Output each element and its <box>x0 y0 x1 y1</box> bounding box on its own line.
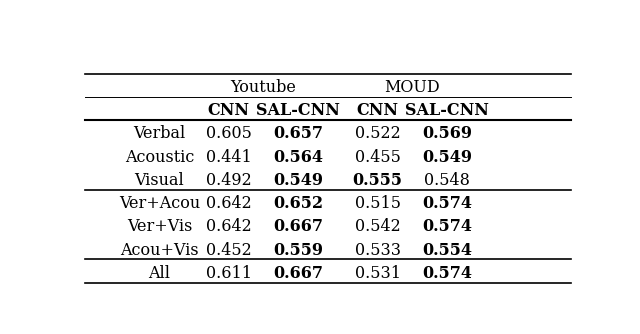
Text: 0.554: 0.554 <box>422 241 472 259</box>
Text: 0.642: 0.642 <box>206 195 252 212</box>
Text: 0.569: 0.569 <box>422 125 472 142</box>
Text: CNN: CNN <box>356 102 399 119</box>
Text: All: All <box>148 265 170 282</box>
Text: 0.549: 0.549 <box>273 172 323 189</box>
Text: 0.515: 0.515 <box>355 195 401 212</box>
Text: 0.667: 0.667 <box>273 265 323 282</box>
Text: 0.452: 0.452 <box>206 241 252 259</box>
Text: Visual: Visual <box>134 172 184 189</box>
Text: 0.574: 0.574 <box>422 265 472 282</box>
Text: Verbal: Verbal <box>133 125 186 142</box>
Text: 0.574: 0.574 <box>422 195 472 212</box>
Text: CNN: CNN <box>208 102 250 119</box>
Text: 0.657: 0.657 <box>273 125 323 142</box>
Text: Acou+Vis: Acou+Vis <box>120 241 198 259</box>
Text: MOUD: MOUD <box>385 79 440 96</box>
Text: 0.611: 0.611 <box>206 265 252 282</box>
Text: 0.574: 0.574 <box>422 218 472 235</box>
Text: 0.605: 0.605 <box>206 125 252 142</box>
Text: 0.441: 0.441 <box>206 149 252 166</box>
Text: 0.549: 0.549 <box>422 149 472 166</box>
Text: 0.652: 0.652 <box>273 195 323 212</box>
Text: Youtube: Youtube <box>230 79 296 96</box>
Text: 0.492: 0.492 <box>206 172 252 189</box>
Text: 0.531: 0.531 <box>355 265 401 282</box>
Text: Acoustic: Acoustic <box>125 149 194 166</box>
Text: 0.548: 0.548 <box>424 172 470 189</box>
Text: 0.555: 0.555 <box>353 172 403 189</box>
Text: 0.642: 0.642 <box>206 218 252 235</box>
Text: 0.564: 0.564 <box>273 149 323 166</box>
Text: 0.667: 0.667 <box>273 218 323 235</box>
Text: 0.542: 0.542 <box>355 218 401 235</box>
Text: 0.522: 0.522 <box>355 125 401 142</box>
Text: 0.455: 0.455 <box>355 149 401 166</box>
Text: Ver+Vis: Ver+Vis <box>127 218 192 235</box>
Text: Ver+Acou: Ver+Acou <box>119 195 200 212</box>
Text: SAL-CNN: SAL-CNN <box>405 102 489 119</box>
Text: 0.559: 0.559 <box>273 241 323 259</box>
Text: 0.533: 0.533 <box>355 241 401 259</box>
Text: SAL-CNN: SAL-CNN <box>256 102 340 119</box>
